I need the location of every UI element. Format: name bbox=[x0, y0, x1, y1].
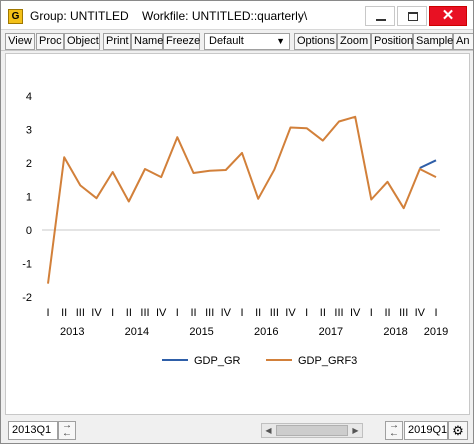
y-tick-label: -1 bbox=[22, 259, 32, 271]
x-tick-label: III bbox=[205, 307, 214, 319]
scroll-right-icon[interactable]: ▶ bbox=[352, 426, 359, 435]
end-date-field[interactable]: 2019Q1 bbox=[404, 421, 448, 440]
options-button[interactable]: Options bbox=[294, 33, 337, 50]
year-label: 2015 bbox=[189, 326, 213, 338]
end-date-arrows-button[interactable]: → ← bbox=[385, 421, 403, 440]
y-tick-label: 1 bbox=[26, 192, 32, 204]
x-tick-label: III bbox=[140, 307, 149, 319]
y-tick-label: 2 bbox=[26, 158, 32, 170]
toolbar: View Proc Object Print Name Freeze Defau… bbox=[1, 31, 473, 51]
x-tick-label: IV bbox=[285, 307, 296, 319]
maximize-button[interactable] bbox=[397, 6, 427, 26]
more-button[interactable]: An bbox=[453, 33, 473, 50]
sample-bar: 2013Q1 → ← ◀ ▶ → ← 2019Q1 ⚙ bbox=[1, 417, 473, 443]
x-tick-label: I bbox=[176, 307, 179, 319]
x-tick-label: IV bbox=[221, 307, 232, 319]
x-tick-label: I bbox=[111, 307, 114, 319]
x-tick-label: II bbox=[255, 307, 261, 319]
x-tick-label: II bbox=[61, 307, 67, 319]
year-label: 2016 bbox=[254, 326, 278, 338]
x-tick-label: IV bbox=[350, 307, 361, 319]
x-tick-label: II bbox=[126, 307, 132, 319]
x-tick-label: II bbox=[320, 307, 326, 319]
legend-label: GDP_GR bbox=[194, 355, 241, 367]
x-tick-label: II bbox=[190, 307, 196, 319]
x-tick-label: IV bbox=[91, 307, 102, 319]
y-tick-label: 4 bbox=[26, 91, 32, 103]
chevron-down-icon: ▼ bbox=[276, 36, 285, 46]
y-tick-label: 3 bbox=[26, 125, 32, 137]
legend-label: GDP_GRF3 bbox=[298, 355, 357, 367]
proc-button[interactable]: Proc bbox=[36, 33, 64, 50]
display-type-select[interactable]: Default ▼ bbox=[204, 33, 290, 50]
year-label: 2014 bbox=[125, 326, 149, 338]
x-tick-label: I bbox=[434, 307, 437, 319]
x-tick-label: I bbox=[46, 307, 49, 319]
maximize-icon bbox=[408, 12, 418, 21]
minimize-button[interactable] bbox=[365, 6, 395, 26]
x-tick-label: I bbox=[240, 307, 243, 319]
x-tick-label: III bbox=[270, 307, 279, 319]
x-tick-label: IV bbox=[156, 307, 167, 319]
start-date-arrows-button[interactable]: → ← bbox=[58, 421, 76, 440]
x-tick-label: I bbox=[370, 307, 373, 319]
series-line-gdp-grf3 bbox=[47, 115, 437, 284]
y-tick-label: 0 bbox=[26, 225, 32, 237]
sample-button[interactable]: Sample bbox=[413, 33, 453, 50]
x-tick-label: I bbox=[305, 307, 308, 319]
year-label: 2013 bbox=[60, 326, 84, 338]
name-button[interactable]: Name bbox=[131, 33, 163, 50]
x-tick-label: III bbox=[76, 307, 85, 319]
zoom-button[interactable]: Zoom bbox=[337, 33, 371, 50]
x-tick-label: IV bbox=[415, 307, 426, 319]
position-button[interactable]: Position bbox=[371, 33, 413, 50]
year-label: 2018 bbox=[383, 326, 407, 338]
series-line-gdp-gr bbox=[419, 159, 437, 169]
minimize-icon bbox=[376, 19, 386, 21]
print-button[interactable]: Print bbox=[103, 33, 131, 50]
sample-scrollbar[interactable]: ◀ ▶ bbox=[261, 423, 363, 438]
view-button[interactable]: View bbox=[5, 33, 35, 50]
x-tick-label: II bbox=[384, 307, 390, 319]
y-tick-label: -2 bbox=[22, 292, 32, 304]
year-label: 2019 bbox=[424, 326, 448, 338]
x-tick-label: III bbox=[399, 307, 408, 319]
start-date-field[interactable]: 2013Q1 bbox=[8, 421, 58, 440]
window-title: Group: UNTITLED Workfile: UNTITLED::quar… bbox=[30, 9, 308, 23]
freeze-button[interactable]: Freeze bbox=[163, 33, 200, 50]
title-bar[interactable]: G Group: UNTITLED Workfile: UNTITLED::qu… bbox=[1, 1, 473, 30]
display-type-value: Default bbox=[209, 35, 244, 47]
scroll-left-icon[interactable]: ◀ bbox=[265, 426, 272, 435]
year-label: 2017 bbox=[319, 326, 343, 338]
swap-arrows-icon: → ← bbox=[389, 420, 399, 439]
gear-icon[interactable]: ⚙ bbox=[448, 421, 468, 440]
scrollbar-thumb[interactable] bbox=[276, 425, 348, 436]
graph-area[interactable]: -2 -1 0 1 2 3 4 I II III IV I II III IV I II III IV I II III I… bbox=[5, 53, 470, 415]
swap-arrows-icon: → ← bbox=[62, 420, 72, 439]
object-button[interactable]: Object bbox=[64, 33, 100, 50]
close-icon: ✕ bbox=[441, 7, 455, 24]
group-app-icon: G bbox=[8, 9, 23, 24]
x-tick-label: III bbox=[334, 307, 343, 319]
close-button[interactable]: ✕ bbox=[429, 6, 467, 26]
